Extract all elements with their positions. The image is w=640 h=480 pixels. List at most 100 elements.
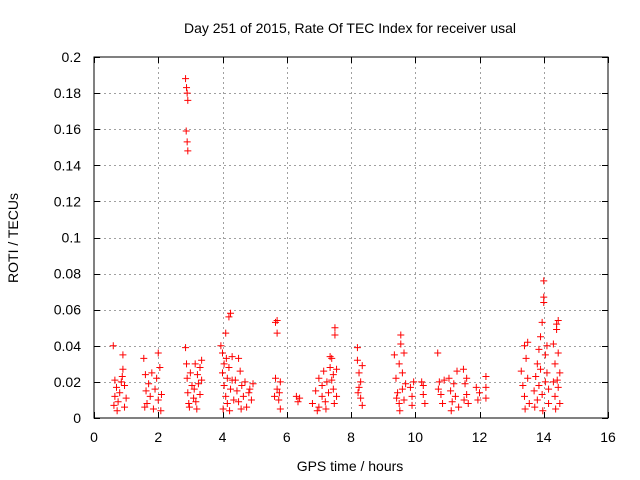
data-point — [552, 405, 560, 413]
data-point — [273, 385, 281, 393]
data-point — [154, 396, 162, 404]
plot-frame — [93, 56, 609, 419]
data-point — [396, 407, 404, 415]
data-point — [460, 396, 468, 404]
data-point — [119, 365, 127, 373]
data-point — [463, 374, 471, 382]
data-point — [421, 400, 429, 408]
data-point — [183, 138, 191, 146]
data-point — [241, 378, 249, 386]
data-point — [294, 398, 302, 406]
data-point — [541, 378, 549, 386]
data-point — [141, 371, 149, 379]
data-point — [323, 378, 331, 386]
data-point — [185, 403, 193, 411]
data-point — [439, 400, 447, 408]
data-point — [109, 342, 117, 350]
data-point — [142, 387, 150, 395]
data-point — [121, 403, 129, 411]
data-point — [325, 389, 333, 397]
y-tick-label: 0.12 — [54, 193, 81, 209]
data-point — [402, 380, 410, 388]
data-point — [434, 349, 442, 357]
data-point — [190, 385, 198, 393]
data-point — [183, 374, 191, 382]
data-point — [110, 401, 118, 409]
data-point — [400, 349, 408, 357]
data-point — [292, 392, 300, 400]
x-tick-label: 8 — [347, 429, 355, 445]
data-point — [231, 376, 239, 384]
y-tick-label: 0.2 — [62, 49, 82, 65]
data-point — [333, 392, 341, 400]
data-point — [537, 333, 545, 341]
data-point — [538, 318, 546, 326]
data-point — [296, 394, 304, 402]
data-point — [533, 360, 541, 368]
data-point — [524, 338, 532, 346]
data-point — [522, 354, 530, 362]
data-point — [116, 389, 124, 397]
data-point — [149, 405, 157, 413]
data-point — [247, 396, 255, 404]
data-point — [222, 329, 230, 337]
data-point — [408, 401, 416, 409]
data-point — [538, 391, 546, 399]
data-point — [154, 349, 162, 357]
data-point — [141, 403, 149, 411]
data-point — [410, 378, 418, 386]
data-point — [222, 392, 230, 400]
data-point — [482, 383, 490, 391]
data-point — [238, 382, 246, 390]
data-point — [222, 354, 230, 362]
data-point — [554, 383, 562, 391]
data-point — [151, 385, 159, 393]
data-point — [331, 324, 339, 332]
data-point — [355, 383, 363, 391]
data-point — [312, 387, 320, 395]
data-point — [196, 391, 204, 399]
data-point — [353, 356, 361, 364]
data-point — [447, 387, 455, 395]
data-point — [153, 374, 161, 382]
data-point — [318, 392, 326, 400]
data-point — [355, 369, 363, 377]
data-point — [220, 382, 228, 390]
data-point — [463, 391, 471, 399]
data-point — [183, 89, 191, 97]
data-point — [111, 376, 119, 384]
data-point — [275, 396, 283, 404]
data-point — [524, 374, 532, 382]
data-point — [330, 400, 338, 408]
data-point — [118, 372, 126, 380]
data-point — [275, 389, 283, 397]
data-point — [553, 376, 561, 384]
data-point — [225, 313, 233, 321]
data-point — [329, 371, 337, 379]
data-point — [482, 394, 490, 402]
data-point — [223, 400, 231, 408]
data-point — [322, 405, 330, 413]
data-point — [392, 374, 400, 382]
data-point — [246, 385, 254, 393]
data-point — [230, 396, 238, 404]
data-point — [183, 360, 191, 368]
data-point — [541, 351, 549, 359]
data-point — [272, 318, 280, 326]
x-tick-label: 6 — [283, 429, 291, 445]
data-point — [315, 374, 323, 382]
data-point — [398, 369, 406, 377]
data-point — [233, 387, 241, 395]
data-point — [357, 394, 365, 402]
y-tick-label: 0.08 — [54, 266, 81, 282]
data-point — [226, 407, 234, 415]
data-points — [109, 75, 564, 415]
data-point — [184, 147, 192, 155]
data-point — [184, 389, 192, 397]
data-point — [333, 365, 341, 373]
data-point — [182, 127, 190, 135]
data-point — [140, 354, 148, 362]
y-tick-label: 0.02 — [54, 374, 81, 390]
